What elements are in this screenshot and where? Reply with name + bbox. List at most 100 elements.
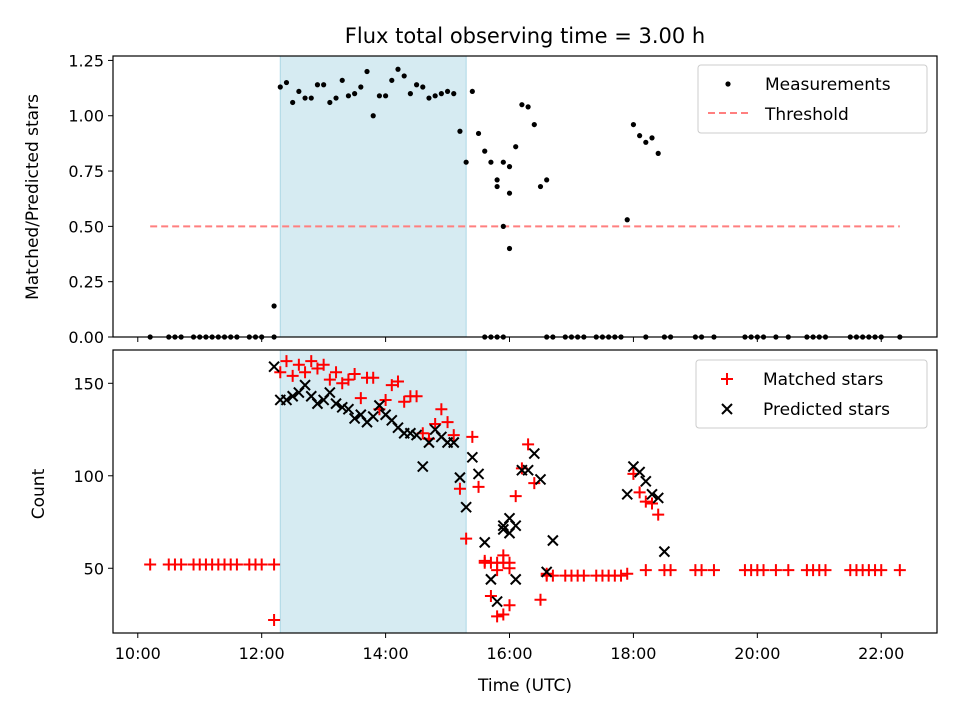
legend-predicted-marker [721, 403, 733, 415]
matched-point [385, 379, 398, 392]
measurement-point [364, 68, 370, 75]
predicted-point [534, 473, 547, 486]
measurement-point [395, 66, 401, 72]
bottom-panel: 50 100 150 10:00 12:00 14:00 16:00 18:00 20:00 2… [29, 349, 938, 696]
predicted-point [547, 534, 559, 547]
measurement-point [407, 91, 413, 97]
legend-measurement-marker [725, 81, 731, 87]
measurement-point [469, 88, 475, 95]
matched-point [175, 558, 188, 571]
matched-point [664, 564, 677, 577]
matched-point [286, 369, 299, 382]
measurement-point [630, 121, 637, 128]
matched-point [299, 366, 312, 379]
predicted-point [373, 399, 386, 412]
matched-point [782, 564, 795, 577]
legend-predicted: Predicted stars [763, 400, 890, 420]
matched-point [528, 477, 541, 490]
predicted-point [646, 488, 658, 500]
legend-matched-marker [721, 373, 733, 385]
matched-point [577, 569, 590, 582]
top-y-ticks: 0.00 0.25 0.50 0.75 1.00 1.25 [68, 51, 113, 347]
matched-point [893, 564, 906, 577]
matched-points [144, 355, 906, 627]
predicted-point [522, 464, 534, 476]
bottom-y-ticks: 50 100 150 [73, 374, 113, 578]
predicted-point [472, 468, 485, 480]
predicted-point [423, 436, 435, 449]
top-legend: Measurements Threshold [697, 64, 928, 134]
matched-point [639, 495, 652, 508]
measurement-point [277, 84, 283, 90]
matched-point [646, 497, 659, 510]
top-y-tick-label: 1.00 [68, 107, 104, 126]
matched-point [429, 417, 442, 430]
measurement-point [500, 159, 506, 165]
matched-point [292, 358, 305, 371]
predicted-point [528, 447, 541, 460]
measurement-point [358, 84, 364, 90]
matched-point [509, 490, 522, 503]
top-axes-frame [112, 55, 938, 338]
predicted-point [280, 394, 293, 406]
matched-point [497, 608, 510, 621]
measurement-point [376, 93, 383, 99]
matched-point [391, 375, 404, 388]
x-tick-label: 22:00 [858, 644, 904, 663]
matched-point [311, 362, 324, 375]
matched-point [342, 373, 355, 386]
measurement-point [383, 93, 389, 99]
predicted-point [367, 410, 379, 423]
matched-point [503, 599, 516, 612]
matched-point [491, 564, 504, 577]
matched-point [336, 377, 349, 390]
measurement-point [506, 164, 513, 170]
measurement-point [314, 82, 321, 88]
predicted-point [342, 403, 355, 415]
measurement-point [463, 159, 469, 165]
measurement-point [420, 84, 426, 90]
measurement-point [283, 79, 290, 86]
matched-point [268, 614, 281, 627]
measurement-point [345, 93, 352, 99]
bottom-axes-frame [112, 349, 938, 634]
matched-point [522, 438, 535, 451]
predicted-point [410, 429, 423, 441]
matched-point [633, 486, 646, 499]
measurement-point [426, 95, 432, 101]
measurement-point [643, 139, 649, 145]
measurement-point [637, 133, 643, 139]
legend-threshold: Threshold [764, 105, 849, 125]
measurement-point [457, 128, 463, 134]
predicted-point [633, 466, 646, 478]
matched-point [534, 593, 547, 606]
matched-point [503, 562, 516, 575]
predicted-point [324, 386, 336, 399]
top-y-tick-label: 0.75 [68, 162, 104, 181]
predicted-point [286, 390, 299, 402]
matched-point [757, 564, 770, 577]
matched-point [621, 567, 634, 580]
predicted-point [509, 520, 522, 532]
measurement-point [624, 217, 630, 223]
measurement-point [494, 177, 500, 183]
predicted-point [497, 523, 510, 536]
top-y-tick-label: 0.00 [68, 328, 104, 347]
measurement-point [413, 82, 420, 88]
measurement-point [451, 91, 457, 97]
matched-point [447, 429, 460, 442]
matched-point [652, 508, 665, 521]
measurement-point [519, 102, 525, 108]
measurement-point [475, 130, 482, 137]
matched-point [497, 556, 510, 569]
bottom-y-axis-label: Count [29, 468, 49, 519]
bottom-x-ticks: 10:00 12:00 14:00 16:00 18:00 20:00 22:00 [115, 633, 904, 663]
predicted-point [448, 436, 460, 449]
matched-point [707, 564, 720, 577]
measurement-point [494, 183, 500, 190]
x-tick-label: 12:00 [239, 644, 285, 663]
measurement-point [531, 121, 537, 128]
predicted-point [621, 488, 633, 500]
matched-point [875, 564, 888, 577]
